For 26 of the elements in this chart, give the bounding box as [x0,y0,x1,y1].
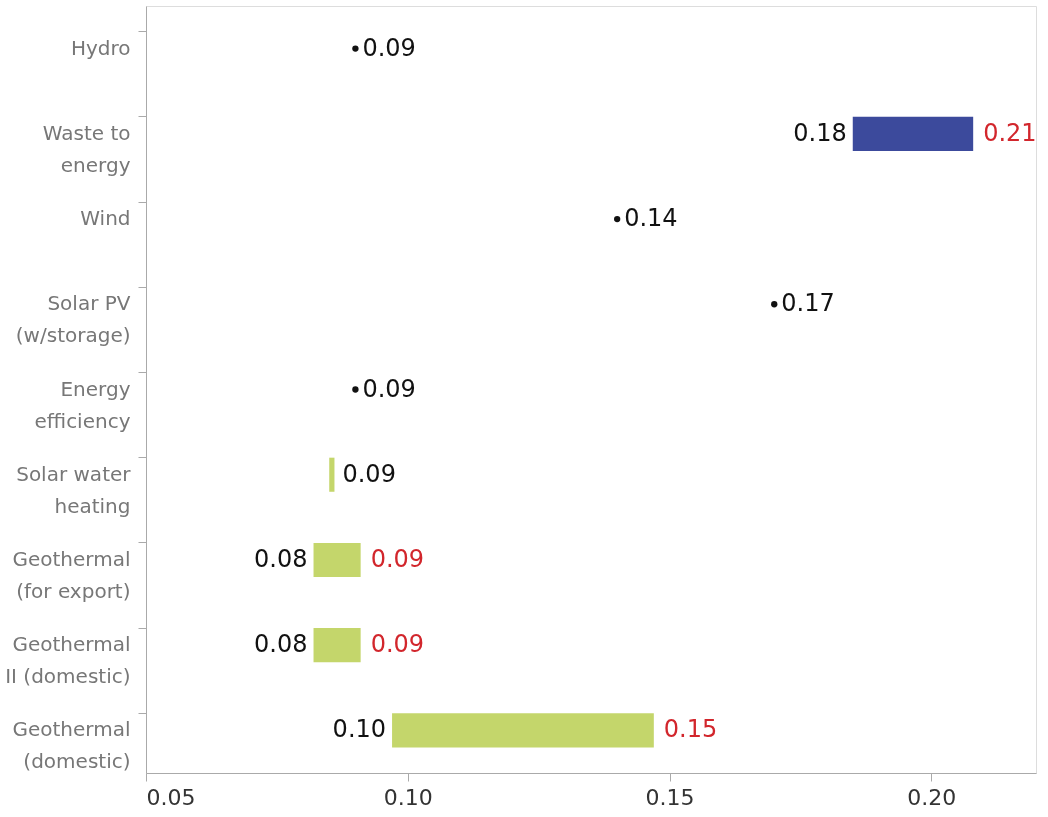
y-tick-label: Energy efficiency [34,376,131,433]
y-tick-label: Waste to energy [42,120,131,177]
data-label: 0.14 [624,204,678,233]
x-tick-label: 0.20 [907,784,957,810]
y-tick-label: Geothermal II (domestic) [5,632,131,689]
y-tick-label: Solar PV (w/storage) [15,291,131,348]
y-tick-label: Hydro [70,35,131,60]
x-tick-label: 0.05 [146,784,196,810]
data-label: 0.09 [362,33,416,62]
data-label: 0.17 [781,289,835,318]
y-tick-label: Geothermal (domestic) [12,717,131,774]
y-tick-label: Geothermal (for export) [12,546,131,603]
annotation: 0.18 [793,118,847,147]
x-tick-label: 0.15 [645,784,695,810]
x-tick-label: 0.10 [383,784,433,810]
annotation: 0.08 [254,544,308,573]
data-label: 0.09 [370,544,425,573]
annotation: 0.09 [342,459,396,488]
annotation: 0.08 [254,630,308,659]
y-tick-label: Wind [80,206,131,231]
annotation: 0.10 [332,715,387,744]
data-label: 0.09 [370,630,425,659]
data-label: 0.15 [663,715,718,744]
data-label: 0.09 [362,374,416,403]
data-label: 0.21 [983,118,1037,147]
y-tick-label: Solar water heating [16,461,132,518]
